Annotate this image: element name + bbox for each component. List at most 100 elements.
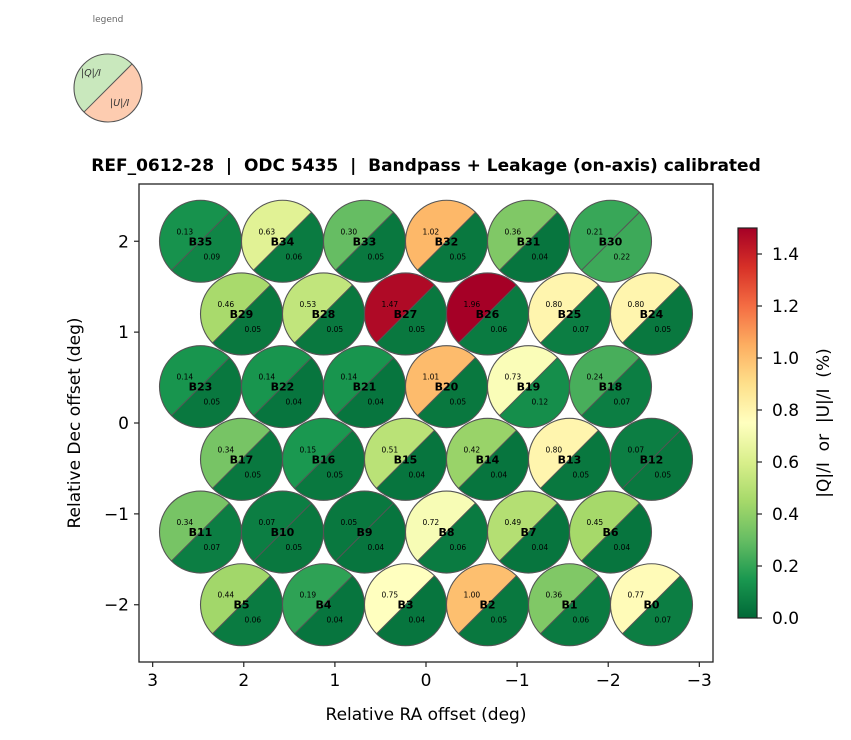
beam-marker-q-half xyxy=(241,200,312,271)
beam-u-value: 0.04 xyxy=(327,616,344,625)
beam-u-value: 0.12 xyxy=(532,398,549,407)
y-tick-label: 1 xyxy=(118,323,129,343)
beam-marker-divider xyxy=(622,430,681,489)
beam-marker-u-half xyxy=(417,357,488,428)
beam-marker-q-half xyxy=(200,563,271,634)
beam-marker-divider xyxy=(294,575,353,635)
beam-u-value: 0.05 xyxy=(655,470,672,479)
legend-upper-label: |Q|/I xyxy=(81,68,101,79)
beam-marker-divider xyxy=(458,284,517,344)
beam-marker-q-half xyxy=(405,200,476,271)
beam-u-value: 0.05 xyxy=(327,470,344,479)
beam-q-value: 0.77 xyxy=(628,591,645,600)
beam-q-value: 0.80 xyxy=(546,300,563,309)
y-tick-label: 2 xyxy=(118,232,129,252)
beam-label: B6 xyxy=(602,526,618,539)
beam-marker-u-half xyxy=(540,430,611,501)
beam-q-value: 0.53 xyxy=(300,300,317,309)
beam-q-value: 0.36 xyxy=(505,227,522,236)
beam-u-value: 0.05 xyxy=(450,398,467,407)
beam-label: B13 xyxy=(558,453,582,466)
beam-marker-divider xyxy=(499,357,558,416)
beam-q-value: 0.34 xyxy=(218,445,235,454)
beam-u-value: 0.06 xyxy=(245,616,262,625)
beam-label: B23 xyxy=(189,381,213,394)
beam-label: B7 xyxy=(520,526,536,539)
colorbar xyxy=(737,227,758,619)
colorbar-tick-label: 0.2 xyxy=(772,557,799,577)
beam-marker-divider xyxy=(540,430,599,489)
beam-label: B15 xyxy=(394,453,418,466)
beam-marker-divider xyxy=(253,502,312,562)
colorbar-tick-label: 0.4 xyxy=(772,505,799,525)
beam-marker-divider xyxy=(335,357,394,416)
beam-marker-u-half xyxy=(294,575,365,646)
beam-marker-u-half xyxy=(581,503,652,574)
beam-label: B8 xyxy=(438,526,454,539)
beam-label: B24 xyxy=(640,308,664,321)
beam-label: B21 xyxy=(353,381,377,394)
beam-u-value: 0.04 xyxy=(368,398,385,407)
beam-marker-outline xyxy=(568,199,653,283)
beam-marker-u-half xyxy=(376,575,447,646)
beam-marker-divider xyxy=(212,575,271,635)
beam-marker-u-half xyxy=(581,357,652,428)
beam-marker-divider xyxy=(581,357,640,416)
beam-marker-divider xyxy=(458,430,517,489)
beam-q-value: 0.14 xyxy=(341,373,358,382)
beam-marker-divider xyxy=(253,211,312,271)
beam-marker-u-half xyxy=(294,430,365,501)
beam-marker-divider xyxy=(499,211,558,271)
beam-u-value: 0.04 xyxy=(532,543,549,552)
beam-u-value: 0.05 xyxy=(245,470,262,479)
beam-marker-q-half xyxy=(241,345,312,416)
beam-q-value: 0.75 xyxy=(382,591,399,600)
x-axis-label: Relative RA offset (deg) xyxy=(326,705,527,725)
beam-q-value: 1.47 xyxy=(382,300,399,309)
y-axis-ticks: 2 1 0 −1 −2 xyxy=(104,232,139,616)
beam-marker-q-half xyxy=(159,345,230,416)
beam-marker-u-half xyxy=(171,503,242,574)
colorbar-tick-label: 1.2 xyxy=(772,297,799,317)
beam-u-value: 0.05 xyxy=(327,325,344,334)
beam-marker-outline xyxy=(609,417,694,501)
beam-marker-divider xyxy=(417,357,476,416)
beam-q-value: 0.15 xyxy=(300,445,317,454)
beam-marker-divider xyxy=(212,430,271,489)
beam-marker-q-half xyxy=(569,491,640,562)
colorbar-tick-label: 0.6 xyxy=(772,453,799,473)
beam-label: B4 xyxy=(315,599,331,612)
beam-q-value: 0.14 xyxy=(177,373,194,382)
beam-u-value: 0.05 xyxy=(491,616,508,625)
beam-label: B27 xyxy=(394,308,418,321)
beam-marker-divider xyxy=(622,575,681,635)
beam-marker-divider xyxy=(253,357,312,416)
beam-q-value: 1.00 xyxy=(464,591,481,600)
beam-marker-q-half xyxy=(569,345,640,416)
beam-marker-outline xyxy=(568,345,653,429)
beam-label: B17 xyxy=(230,453,254,466)
beam-u-value: 0.05 xyxy=(450,252,467,261)
beam-label: B26 xyxy=(476,308,500,321)
beam-q-value: 1.01 xyxy=(423,373,440,382)
beam-marker-q-half xyxy=(159,200,230,271)
beam-marker-u-half xyxy=(212,575,283,646)
colorbar-tick-label: 1.4 xyxy=(772,245,799,265)
beam-marker-divider xyxy=(335,502,394,562)
colorbar-tick-label: 0.8 xyxy=(772,401,799,421)
beam-label: B29 xyxy=(230,308,254,321)
y-tick-label: −1 xyxy=(104,505,129,525)
beam-u-value: 0.05 xyxy=(573,470,590,479)
beam-marker-q-half xyxy=(487,200,558,271)
